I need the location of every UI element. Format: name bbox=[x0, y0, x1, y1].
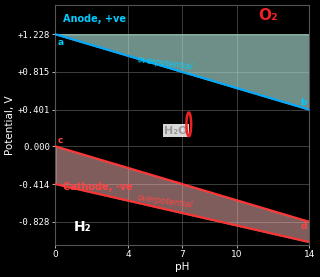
Text: Anode, +ve: Anode, +ve bbox=[63, 14, 126, 24]
Text: overpotential: overpotential bbox=[137, 193, 194, 209]
Text: a: a bbox=[57, 38, 63, 47]
Text: overpotential: overpotential bbox=[137, 55, 194, 72]
X-axis label: pH: pH bbox=[175, 262, 190, 272]
Text: Cathode, -ve: Cathode, -ve bbox=[63, 182, 132, 192]
Text: O₂: O₂ bbox=[259, 8, 278, 23]
Y-axis label: Potential, V: Potential, V bbox=[5, 95, 15, 155]
Text: b: b bbox=[300, 98, 307, 107]
Text: H₂O: H₂O bbox=[164, 125, 188, 135]
Text: d: d bbox=[300, 222, 307, 231]
Text: c: c bbox=[57, 136, 63, 145]
Text: H₂: H₂ bbox=[74, 220, 91, 234]
